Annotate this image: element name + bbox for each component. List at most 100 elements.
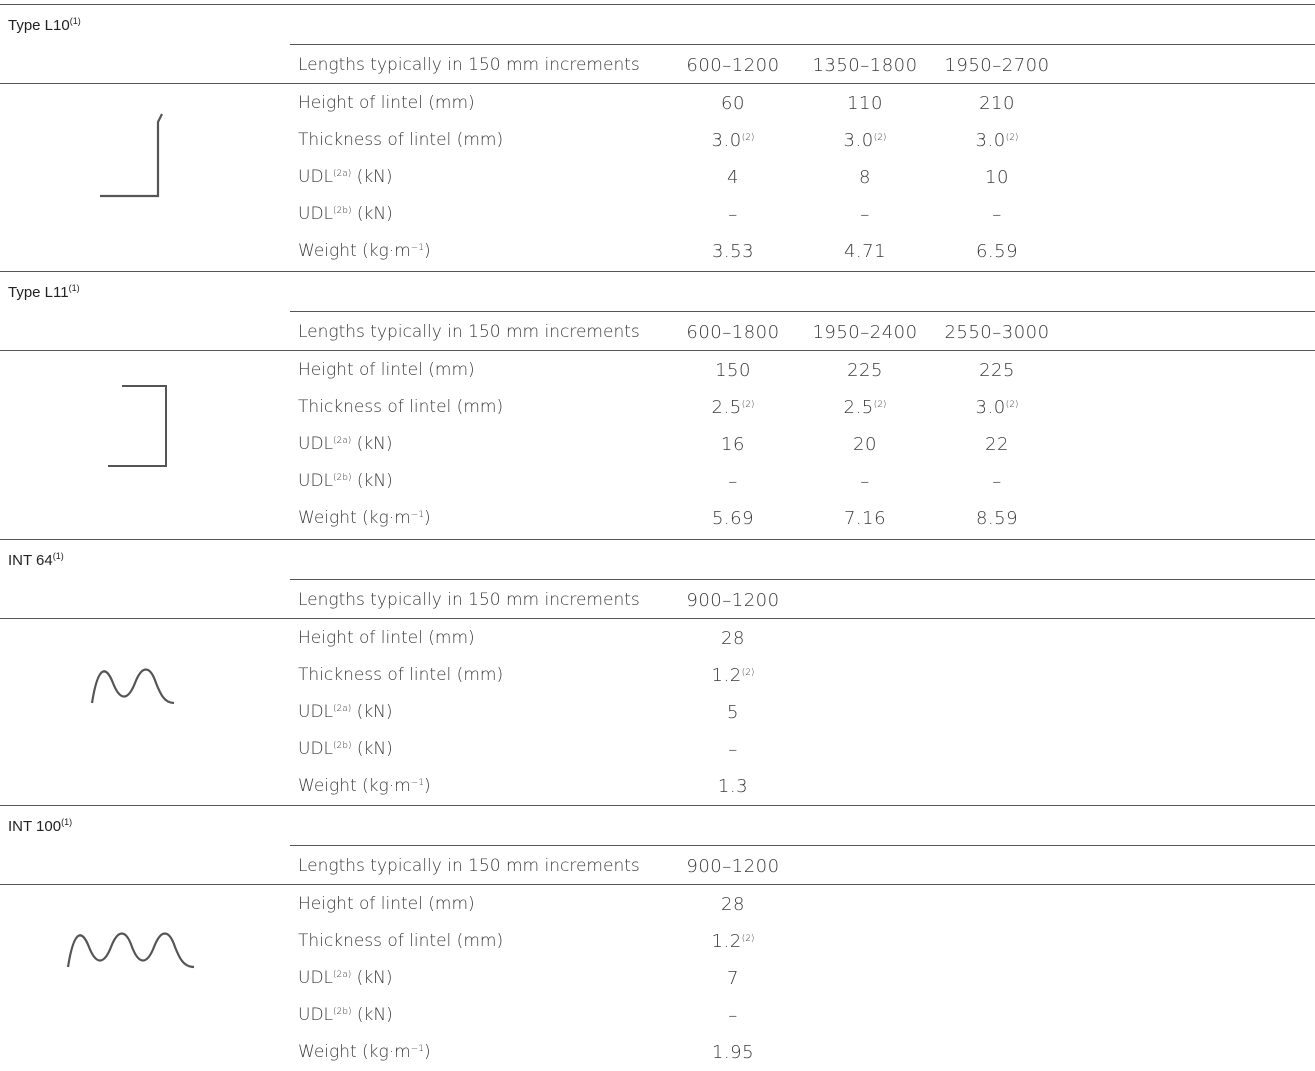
table-row: UDL(2a) (kN) 7	[0, 960, 1315, 997]
table-row: Weight (kg·m−1) 1.3	[0, 768, 1315, 805]
table-row: Height of lintel (mm) 150 225 225	[0, 352, 1315, 389]
row-label: UDL(2a) (kN)	[298, 434, 393, 454]
row-label: Weight (kg·m−1)	[298, 241, 431, 261]
value-cell: 1.3	[717, 776, 749, 797]
table-row: Height of lintel (mm) 60 110 210	[0, 85, 1315, 122]
section-top-rule	[0, 271, 1315, 272]
table-row: Height of lintel (mm) 28	[0, 620, 1315, 657]
value-cell: 6.59	[975, 241, 1019, 262]
value-cell: 110	[847, 93, 883, 114]
length-range-cell: 600–1200	[686, 55, 780, 76]
section-top-rule	[0, 4, 1315, 5]
section-top-rule	[0, 539, 1315, 540]
value-cell: 7	[727, 968, 739, 989]
value-cell: 3.0(2)	[711, 130, 755, 151]
value-cell: 3.0(2)	[975, 130, 1019, 151]
section-title: INT 100(1)	[8, 817, 73, 835]
value-cell: 2.5(2)	[711, 397, 755, 418]
row-label: Thickness of lintel (mm)	[298, 130, 504, 150]
row-label: UDL(2a) (kN)	[298, 968, 393, 988]
table-row: Thickness of lintel (mm) 3.0(2) 3.0(2) 3.0(…	[0, 122, 1315, 159]
lengths-top-rule	[290, 579, 1315, 580]
value-cell: 16	[721, 434, 745, 455]
lengths-bottom-rule	[0, 618, 1315, 619]
length-range-cell: 900–1200	[686, 856, 780, 877]
length-range-cell: 1950–2700	[944, 55, 1050, 76]
lengths-label: Lengths typically in 150 mm increments	[298, 590, 640, 610]
row-label: Height of lintel (mm)	[298, 360, 475, 380]
value-cell: –	[728, 1005, 738, 1026]
channel-lintel-icon	[106, 382, 176, 472]
section-top-rule	[0, 805, 1315, 806]
row-label: UDL(2b) (kN)	[298, 739, 393, 759]
value-cell: 1.95	[711, 1042, 755, 1063]
table-row: Weight (kg·m−1) 3.53 4.71 6.59	[0, 233, 1315, 270]
row-label: Weight (kg·m−1)	[298, 776, 431, 796]
lengths-label: Lengths typically in 150 mm increments	[298, 55, 640, 75]
section-title: INT 64(1)	[8, 551, 64, 569]
lengths-row: Lengths typically in 150 mm increments 90…	[0, 582, 1315, 619]
table-row: UDL(2b) (kN) –	[0, 997, 1315, 1034]
value-cell: 8.59	[975, 508, 1019, 529]
value-cell: –	[728, 204, 738, 225]
section-title: Type L11(1)	[8, 283, 80, 301]
value-cell: 210	[979, 93, 1015, 114]
value-cell: 10	[985, 167, 1009, 188]
length-range-cell: 2550–3000	[944, 322, 1050, 343]
value-cell: 5	[727, 702, 739, 723]
lengths-row: Lengths typically in 150 mm increments 60…	[0, 314, 1315, 351]
value-cell: 2.5(2)	[843, 397, 887, 418]
length-range-cell: 900–1200	[686, 590, 780, 611]
row-label: Weight (kg·m−1)	[298, 1042, 431, 1062]
value-cell: 60	[721, 93, 745, 114]
table-row: Thickness of lintel (mm) 2.5(2) 2.5(2) 3.0(…	[0, 389, 1315, 426]
value-cell: –	[992, 204, 1002, 225]
table-row: Thickness of lintel (mm) 1.2(2)	[0, 657, 1315, 694]
row-label: Weight (kg·m−1)	[298, 508, 431, 528]
table-row: UDL(2a) (kN) 16 20 22	[0, 426, 1315, 463]
row-label: Height of lintel (mm)	[298, 628, 475, 648]
length-range-cell: 600–1800	[686, 322, 780, 343]
value-cell: 3.0(2)	[843, 130, 887, 151]
lengths-top-rule	[290, 845, 1315, 846]
table-row: UDL(2b) (kN) –	[0, 731, 1315, 768]
section-title: Type L10(1)	[8, 16, 81, 34]
value-cell: 225	[979, 360, 1015, 381]
lengths-bottom-rule	[0, 83, 1315, 84]
value-cell: 5.69	[711, 508, 755, 529]
table-row: Height of lintel (mm) 28	[0, 886, 1315, 923]
table-row: Weight (kg·m−1) 1.95	[0, 1034, 1315, 1071]
value-cell: 1.2(2)	[711, 931, 755, 952]
lengths-bottom-rule	[0, 884, 1315, 885]
value-cell: 150	[715, 360, 751, 381]
table-row: UDL(2a) (kN) 5	[0, 694, 1315, 731]
value-cell: –	[728, 471, 738, 492]
value-cell: 225	[847, 360, 883, 381]
value-cell: –	[860, 471, 870, 492]
value-cell: 28	[721, 894, 745, 915]
lengths-label: Lengths typically in 150 mm increments	[298, 322, 640, 342]
angle-lintel-icon	[96, 110, 176, 200]
value-cell: –	[728, 739, 738, 760]
table-row: Weight (kg·m−1) 5.69 7.16 8.59	[0, 500, 1315, 537]
value-cell: 1.2(2)	[711, 665, 755, 686]
lengths-row: Lengths typically in 150 mm increments 90…	[0, 848, 1315, 885]
table-row: Thickness of lintel (mm) 1.2(2)	[0, 923, 1315, 960]
table-row: UDL(2b) (kN) – – –	[0, 463, 1315, 500]
row-label: Height of lintel (mm)	[298, 894, 475, 914]
value-cell: 3.53	[711, 241, 755, 262]
table-row: UDL(2b) (kN) – – –	[0, 196, 1315, 233]
value-cell: –	[860, 204, 870, 225]
lengths-top-rule	[290, 44, 1315, 45]
length-range-cell: 1950–2400	[812, 322, 918, 343]
row-label: Height of lintel (mm)	[298, 93, 475, 113]
corrugated-2-wave-icon	[88, 667, 183, 707]
row-label: UDL(2a) (kN)	[298, 702, 393, 722]
lengths-top-rule	[290, 311, 1315, 312]
lengths-bottom-rule	[0, 350, 1315, 351]
row-label: UDL(2b) (kN)	[298, 471, 393, 491]
lengths-label: Lengths typically in 150 mm increments	[298, 856, 640, 876]
corrugated-3-wave-icon	[64, 931, 199, 971]
row-label: Thickness of lintel (mm)	[298, 397, 504, 417]
row-label: Thickness of lintel (mm)	[298, 931, 504, 951]
